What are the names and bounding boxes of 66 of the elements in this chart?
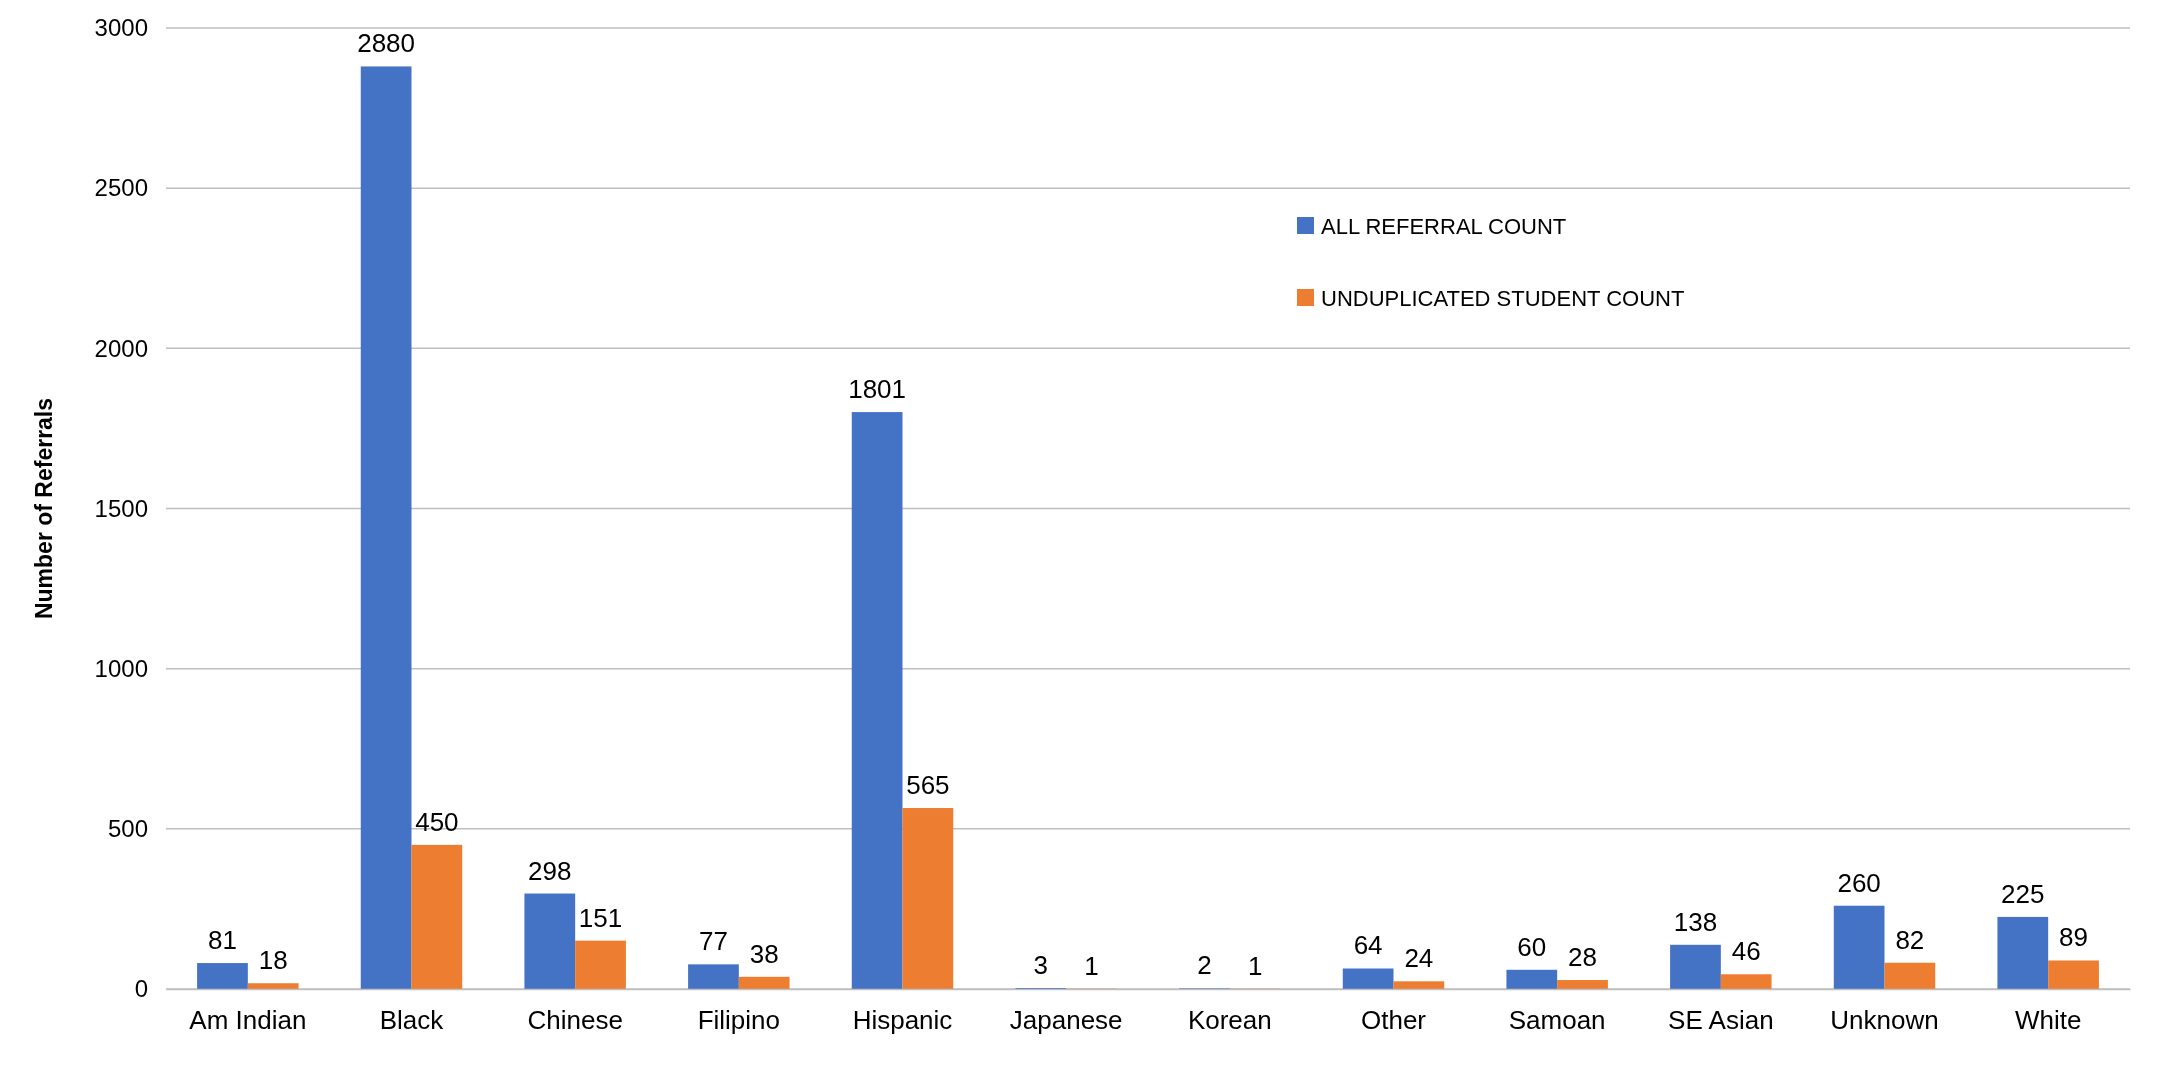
bar [902,808,954,989]
data-label: 260 [1837,867,1881,898]
bar [851,412,903,989]
bar [524,893,576,989]
y-tick-label: 1500 [94,494,148,522]
x-tick-label: Chinese [527,1005,623,1036]
x-tick-label: Korean [1187,1005,1272,1036]
data-label: 1801 [848,374,907,405]
data-label: 60 [1517,931,1547,962]
x-tick-label: Hispanic [852,1005,953,1036]
legend-label: ALL REFERRAL COUNT [1321,214,1567,239]
y-tick-label: 1000 [94,654,148,682]
y-axis-title: Number of Referrals [31,397,57,620]
y-tick-label: 2500 [94,174,148,202]
data-label: 565 [906,770,950,801]
x-tick-label: Samoan [1508,1005,1606,1036]
data-label: 1 [1247,950,1263,981]
x-tick-label: Am Indian [189,1005,307,1036]
bar [1833,905,1885,989]
bar [1670,944,1721,989]
y-tick-label: 2000 [94,334,148,362]
x-tick-label: Other [1360,1005,1427,1036]
bar [360,66,412,989]
bar [1557,980,1608,989]
y-tick-label: 3000 [94,14,148,42]
bar [197,963,248,989]
bar [688,964,739,989]
bar [1997,916,2049,989]
data-label: 138 [1673,906,1718,937]
bar [247,983,299,989]
data-label: 82 [1895,924,1925,955]
y-tick-label: 500 [107,815,148,843]
bar [2048,960,2099,989]
data-label: 2 [1197,950,1212,981]
bar [1506,969,1558,989]
bar [1342,968,1394,989]
data-label: 2880 [357,28,416,59]
data-label: 1 [1084,950,1099,981]
data-label: 89 [2059,922,2088,953]
x-tick-label: Black [379,1005,445,1036]
data-label: 18 [258,945,288,976]
data-label: 298 [528,855,572,886]
data-label: 64 [1353,930,1383,961]
data-label: 81 [208,925,237,956]
bar [1720,974,1772,989]
bar [738,976,790,989]
x-tick-label: Unknown [1830,1005,1939,1036]
legend-label: UNDUPLICATED STUDENT COUNT [1321,286,1685,311]
x-tick-label: Filipino [697,1005,781,1036]
data-label: 3 [1033,950,1049,981]
bar [411,844,463,989]
data-label: 46 [1731,936,1761,967]
data-label: 450 [415,806,459,837]
data-label: 151 [578,902,623,933]
data-label: 77 [699,926,728,957]
data-label: 38 [749,938,779,969]
x-tick-label: SE Asian [1668,1005,1774,1036]
data-label: 24 [1404,943,1434,974]
data-label: 225 [2001,878,2045,909]
bar [1393,981,1445,989]
y-tick-label: 0 [134,975,148,1003]
bar [1884,962,1936,989]
x-tick-label: Japanese [1009,1005,1123,1036]
bar [575,940,626,989]
x-tick-label: White [2014,1005,2082,1036]
data-label: 28 [1568,942,1597,973]
